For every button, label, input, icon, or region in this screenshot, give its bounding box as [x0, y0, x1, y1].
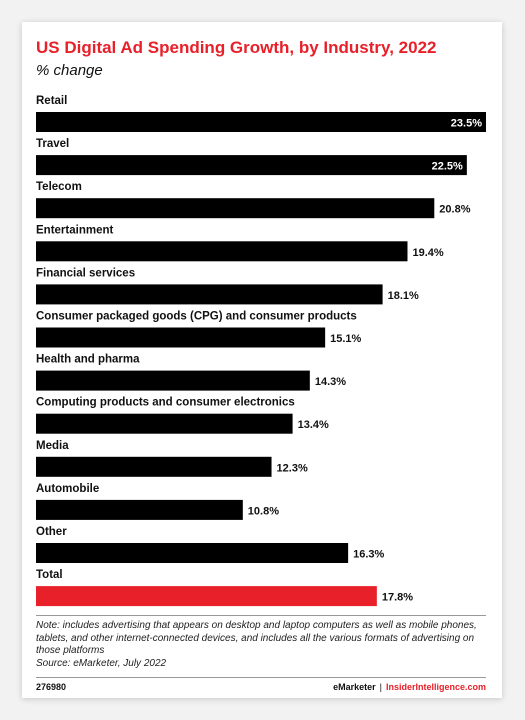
chart-note: Note: includes advertising that appears … — [36, 620, 492, 670]
category-label: Total — [36, 569, 63, 581]
value-label: 20.8% — [439, 204, 470, 216]
note-divider — [36, 615, 486, 616]
insider-intelligence-link[interactable]: InsiderIntelligence.com — [385, 682, 486, 692]
category-label: Health and pharma — [36, 354, 140, 366]
chart-title: US Digital Ad Spending Growth, by Indust… — [36, 38, 437, 57]
category-label: Automobile — [36, 483, 99, 495]
value-label: 10.8% — [248, 505, 279, 517]
category-label: Media — [36, 440, 69, 452]
brand-separator: | — [379, 682, 382, 692]
value-label: 12.3% — [277, 462, 308, 474]
category-label: Financial services — [36, 267, 135, 279]
bar — [36, 241, 408, 262]
bar — [36, 112, 486, 132]
category-label: Entertainment — [36, 224, 113, 236]
chart-card: US Digital Ad Spending Growth, by Indust… — [22, 22, 502, 698]
bar — [36, 413, 293, 434]
category-label: Computing products and consumer electron… — [36, 397, 295, 409]
category-label: Telecom — [36, 181, 82, 193]
value-label: 17.8% — [382, 592, 413, 604]
bar-total — [36, 586, 377, 607]
category-label: Travel — [36, 138, 69, 150]
category-label: Retail — [36, 95, 67, 107]
value-label: 18.1% — [388, 290, 419, 302]
value-label: 19.4% — [412, 247, 443, 259]
bar — [36, 327, 326, 348]
bar — [36, 456, 272, 477]
bar — [36, 155, 467, 176]
bar — [36, 198, 435, 219]
bar — [36, 499, 243, 520]
bar — [36, 543, 349, 563]
category-label: Consumer packaged goods (CPG) and consum… — [36, 311, 357, 323]
category-label: Other — [36, 526, 67, 538]
brand-credit: eMarketer | InsiderIntelligence.com — [333, 682, 486, 692]
value-label: 13.4% — [298, 419, 329, 431]
value-label: 15.1% — [330, 333, 361, 345]
bar-chart: Retail 23.5% Travel 22.5% Telecom 20.8% Entert… — [36, 95, 486, 607]
note-text: Note: includes advertising that appears … — [36, 620, 477, 656]
chart-subtitle: % change — [36, 62, 103, 79]
value-label: 23.5% — [451, 118, 482, 130]
value-label: 22.5% — [432, 161, 463, 173]
value-label: 16.3% — [353, 549, 384, 561]
emarketer-brand: eMarketer — [333, 682, 376, 692]
bar — [36, 370, 310, 391]
chart-id: 276980 — [36, 682, 67, 692]
value-label: 14.3% — [315, 376, 346, 388]
bar — [36, 284, 383, 305]
footer-divider — [36, 677, 486, 678]
source-text: Source: eMarketer, July 2022 — [36, 657, 167, 669]
